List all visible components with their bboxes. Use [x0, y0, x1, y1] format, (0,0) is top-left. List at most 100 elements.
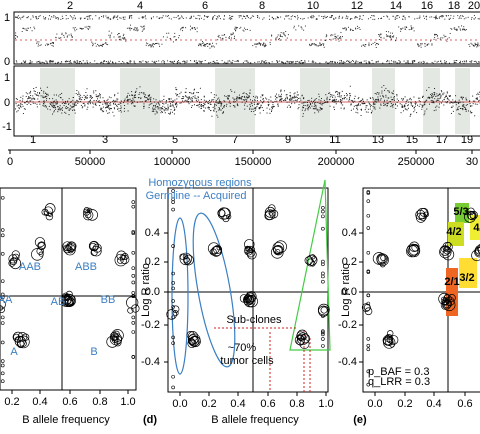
- point: [366, 347, 371, 352]
- baf-dot: [407, 61, 409, 63]
- lrr-dot: [86, 97, 88, 99]
- lrr-dot: [50, 103, 52, 105]
- lrr-dot: [406, 99, 408, 101]
- lrr-dot: [165, 108, 167, 110]
- lrr-dot: [124, 98, 126, 100]
- chrom-label: 1: [30, 134, 36, 146]
- baf-dot: [324, 39, 326, 41]
- lrr-dot: [133, 100, 135, 102]
- lrr-dot: [72, 106, 74, 108]
- lrr-dot: [267, 104, 269, 106]
- lrr-dot: [97, 101, 99, 103]
- lrr-dot: [413, 107, 415, 109]
- lrr-dot: [194, 95, 196, 97]
- lrr-dot: [174, 108, 176, 110]
- lrr-dot: [290, 98, 292, 100]
- lrr-dot: [72, 97, 74, 99]
- lrr-dot: [232, 105, 234, 107]
- lrr-dot: [314, 101, 316, 103]
- x-tick-label: 100000: [154, 156, 191, 168]
- lrr-dot: [304, 101, 306, 103]
- lrr-dot: [175, 103, 177, 105]
- baf-dot: [263, 45, 265, 47]
- baf-dot: [390, 37, 392, 39]
- baf-dot: [350, 18, 352, 20]
- baf-dot: [230, 61, 232, 63]
- baf-dot: [324, 40, 326, 42]
- chrom-label: 20: [468, 0, 480, 12]
- baf-dot: [403, 15, 405, 17]
- lrr-dot: [76, 101, 78, 103]
- baf-dot: [395, 37, 397, 39]
- baf-dot: [141, 17, 143, 19]
- baf-dot: [247, 62, 249, 64]
- lrr-dot: [60, 107, 62, 109]
- lrr-dot: [176, 104, 178, 106]
- baf-dot: [57, 62, 59, 64]
- lrr-dot: [438, 99, 440, 101]
- point: [366, 269, 371, 274]
- baf-dot: [193, 15, 195, 17]
- lrr-dot: [170, 111, 172, 113]
- point: [441, 301, 450, 309]
- lrr-dot: [141, 101, 143, 103]
- lrr-dot: [29, 92, 31, 94]
- baf-dot: [91, 41, 93, 43]
- lrr-dot: [26, 100, 28, 102]
- lrr-dot: [468, 100, 470, 102]
- baf-dot: [262, 44, 264, 46]
- lrr-dot: [272, 106, 274, 108]
- baf-dot: [41, 61, 43, 63]
- point: [127, 307, 134, 314]
- lrr-dot: [167, 106, 169, 108]
- baf-dot: [293, 25, 295, 27]
- frame: [362, 187, 480, 393]
- lrr-dot: [397, 100, 399, 102]
- state: [459, 258, 477, 288]
- lrr-dot: [416, 104, 418, 106]
- baf-dot: [394, 60, 396, 62]
- baf-dot: [145, 44, 147, 46]
- baf-dot: [184, 61, 186, 63]
- baf-dot: [198, 60, 200, 62]
- x-tick-label: 0.4: [426, 398, 441, 410]
- lrr-dot: [440, 102, 442, 104]
- lrr-dot: [440, 94, 442, 96]
- baf-dot: [312, 15, 314, 17]
- lrr-dot: [302, 106, 304, 108]
- lrr-dot: [441, 91, 443, 93]
- lrr-dot: [189, 97, 191, 99]
- lrr-dot: [108, 96, 110, 98]
- lrr-dot: [248, 96, 250, 98]
- baf-dot: [22, 60, 24, 62]
- lrr-dot: [119, 108, 121, 110]
- baf-dot: [43, 18, 45, 20]
- baf-dot: [223, 62, 225, 64]
- lrr-dot: [289, 92, 291, 94]
- lrr-dot: [438, 106, 440, 108]
- baf-dot: [89, 27, 91, 29]
- baf-dot: [51, 45, 53, 47]
- lrr-dot: [464, 107, 466, 109]
- lrr-dot: [155, 103, 157, 105]
- baf-dot: [36, 18, 38, 20]
- baf-dot: [300, 26, 302, 28]
- baf-dot: [374, 18, 376, 20]
- baf-dot: [477, 42, 479, 44]
- baf-dot: [37, 61, 39, 63]
- lrr-dot: [470, 105, 472, 107]
- baf-dot: [159, 17, 161, 19]
- baf-dot: [50, 60, 52, 62]
- lrr-dot: [237, 105, 239, 107]
- baf-dot: [417, 61, 419, 63]
- baf-dot: [193, 60, 195, 62]
- lrr-dot: [24, 102, 26, 104]
- baf-dot: [362, 15, 364, 17]
- lrr-dot: [118, 103, 120, 105]
- lrr-dot: [446, 92, 448, 94]
- lrr-dot: [260, 101, 262, 103]
- baf-dot: [142, 17, 144, 19]
- baf-dot: [262, 44, 264, 46]
- lrr-dot: [377, 99, 379, 101]
- lrr-dot: [431, 97, 433, 99]
